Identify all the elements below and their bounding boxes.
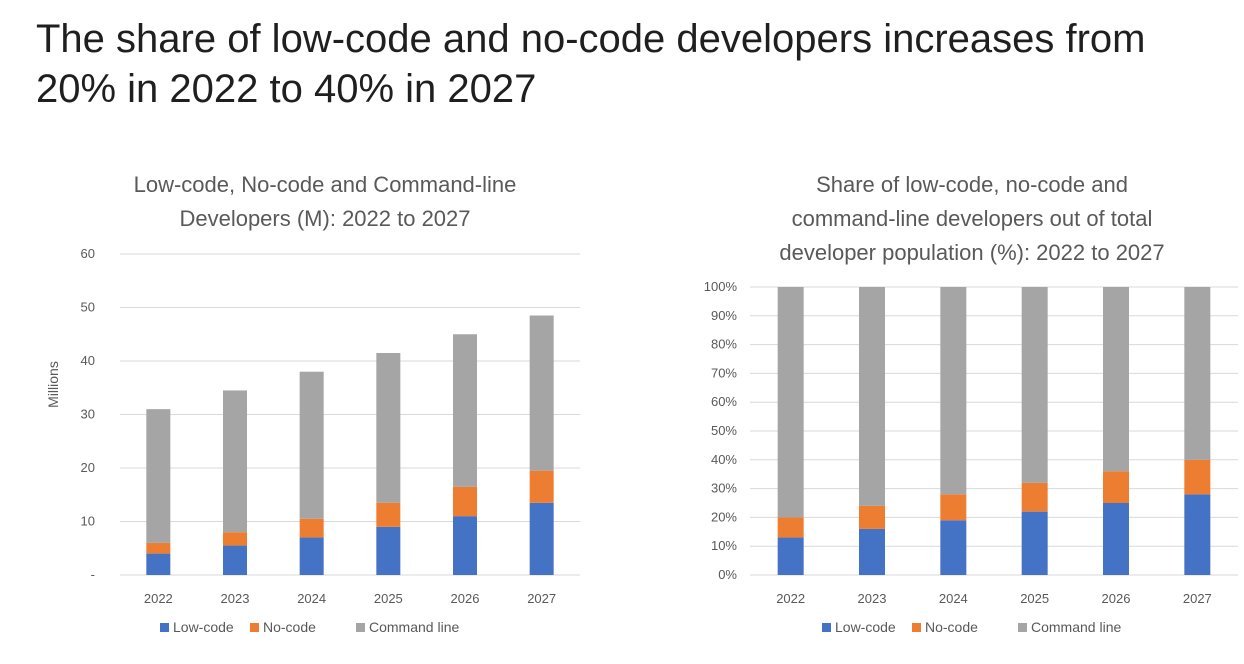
bar-command-line-2026 xyxy=(453,334,477,487)
x-tick-label: 2024 xyxy=(297,591,326,606)
legend-label: Low-code xyxy=(835,619,896,635)
y-tick-label: 40 xyxy=(81,353,95,368)
bar-no-code-2027 xyxy=(529,470,554,503)
bar-low-code-2024 xyxy=(299,537,324,575)
bar-no-code-2027 xyxy=(1184,459,1211,495)
y-tick-label: 50% xyxy=(711,423,737,438)
y-axis-title: Millions xyxy=(45,361,61,408)
bar-no-code-2024 xyxy=(940,494,967,521)
bar-low-code-2023 xyxy=(223,545,247,575)
y-tick-label: 20% xyxy=(711,509,737,524)
bar-no-code-2026 xyxy=(453,486,477,517)
chart-1: - 10 20 30 40 50 60 Millions 2022 2023 2024 2025 202… xyxy=(45,246,580,635)
y-tick-label: 100% xyxy=(704,279,738,294)
x-tick-label: 2023 xyxy=(221,591,250,606)
bar-command-line-2024 xyxy=(940,287,967,495)
y-tick-label: 60% xyxy=(711,394,737,409)
bar-no-code-2023 xyxy=(223,532,247,546)
y-tick-label: 90% xyxy=(711,308,737,323)
bar-command-line-2024 xyxy=(299,371,324,519)
y-tick-label: 80% xyxy=(711,337,737,352)
bar-low-code-2022 xyxy=(146,553,171,575)
y-tick-label: 30% xyxy=(711,481,737,496)
bar-low-code-2026 xyxy=(453,516,477,575)
bar-low-code-2025 xyxy=(376,526,401,575)
bar-command-line-2027 xyxy=(529,315,554,471)
legend-item-no-code: No-code xyxy=(912,619,978,635)
bar-low-code-2022 xyxy=(777,537,804,575)
legend-swatch xyxy=(250,623,259,632)
bar-low-code-2025 xyxy=(1021,511,1048,575)
y-tick-label: 30 xyxy=(81,407,95,422)
legend-label: No-code xyxy=(263,619,316,635)
chart-title-line: Low-code, No-code and Command-line xyxy=(133,172,517,197)
y-tick-label: 70% xyxy=(711,365,737,380)
legend-item-low-code: Low-code xyxy=(822,619,896,635)
legend-item-no-code: No-code xyxy=(250,619,316,635)
bar-low-code-2027 xyxy=(529,502,554,575)
legend-label: Command line xyxy=(1031,619,1121,635)
chart-title-line: Developers (M): 2022 to 2027 xyxy=(179,206,471,231)
bar-no-code-2024 xyxy=(299,518,324,538)
legend-swatch xyxy=(912,623,921,632)
legend-label: Command line xyxy=(369,619,459,635)
bar-no-code-2023 xyxy=(859,505,885,529)
bar-no-code-2022 xyxy=(777,517,804,538)
x-tick-label: 2027 xyxy=(527,591,556,606)
legend-swatch xyxy=(356,623,365,632)
legend-swatch xyxy=(1018,623,1027,632)
bar-low-code-2026 xyxy=(1103,503,1129,575)
chart-title-developers-millions: Low-code, No-code and Command-line Devel… xyxy=(60,168,590,236)
y-tick-label: 40% xyxy=(711,452,737,467)
bar-low-code-2027 xyxy=(1184,494,1211,575)
x-tick-label: 2022 xyxy=(144,591,173,606)
bar-command-line-2026 xyxy=(1103,287,1129,472)
slide-title: The share of low-code and no-code develo… xyxy=(36,17,1146,111)
y-tick-label: 20 xyxy=(81,460,95,475)
bar-low-code-2024 xyxy=(940,520,967,575)
legend-swatch xyxy=(822,623,831,632)
bar-command-line-2022 xyxy=(146,409,171,543)
bar-command-line-2025 xyxy=(1021,287,1048,483)
bar-command-line-2023 xyxy=(223,390,247,533)
bar-no-code-2025 xyxy=(376,502,401,527)
legend-label: Low-code xyxy=(173,619,234,635)
bar-command-line-2027 xyxy=(1184,287,1211,460)
x-tick-label: 2022 xyxy=(776,591,805,606)
y-tick-label: 10 xyxy=(81,514,95,529)
legend-item-command-line: Command line xyxy=(356,619,459,635)
bar-no-code-2022 xyxy=(146,542,171,554)
chart-title-line: developer population (%): 2022 to 2027 xyxy=(779,240,1165,265)
bar-command-line-2022 xyxy=(777,287,804,518)
x-tick-label: 2025 xyxy=(1020,591,1049,606)
y-tick-label: - xyxy=(91,567,95,582)
legend-swatch xyxy=(160,623,169,632)
chart-title-line: Share of low-code, no-code and xyxy=(816,172,1128,197)
legend-label: No-code xyxy=(925,619,978,635)
y-tick-label: 50 xyxy=(81,300,95,315)
y-tick-label: 0% xyxy=(718,567,737,582)
x-tick-label: 2025 xyxy=(374,591,403,606)
y-tick-label: 60 xyxy=(81,246,95,261)
x-tick-label: 2027 xyxy=(1183,591,1212,606)
legend-item-low-code: Low-code xyxy=(160,619,234,635)
x-tick-label: 2026 xyxy=(1102,591,1131,606)
y-tick-label: 10% xyxy=(711,538,737,553)
chart-2: 0% 10% 20% 30% 40% 50% 60% 70% 80% 90% 100% 2022 202… xyxy=(704,279,1238,635)
legend-item-command-line: Command line xyxy=(1018,619,1121,635)
bar-command-line-2023 xyxy=(859,287,885,506)
bar-command-line-2025 xyxy=(376,352,401,503)
bar-no-code-2026 xyxy=(1103,471,1129,503)
bar-no-code-2025 xyxy=(1021,482,1048,512)
chart-title-developer-share: Share of low-code, no-code and command-l… xyxy=(712,168,1232,270)
chart-title-line: command-line developers out of total xyxy=(791,206,1153,231)
x-tick-label: 2023 xyxy=(858,591,887,606)
bar-low-code-2023 xyxy=(859,528,885,575)
x-tick-label: 2026 xyxy=(451,591,480,606)
x-tick-label: 2024 xyxy=(939,591,968,606)
